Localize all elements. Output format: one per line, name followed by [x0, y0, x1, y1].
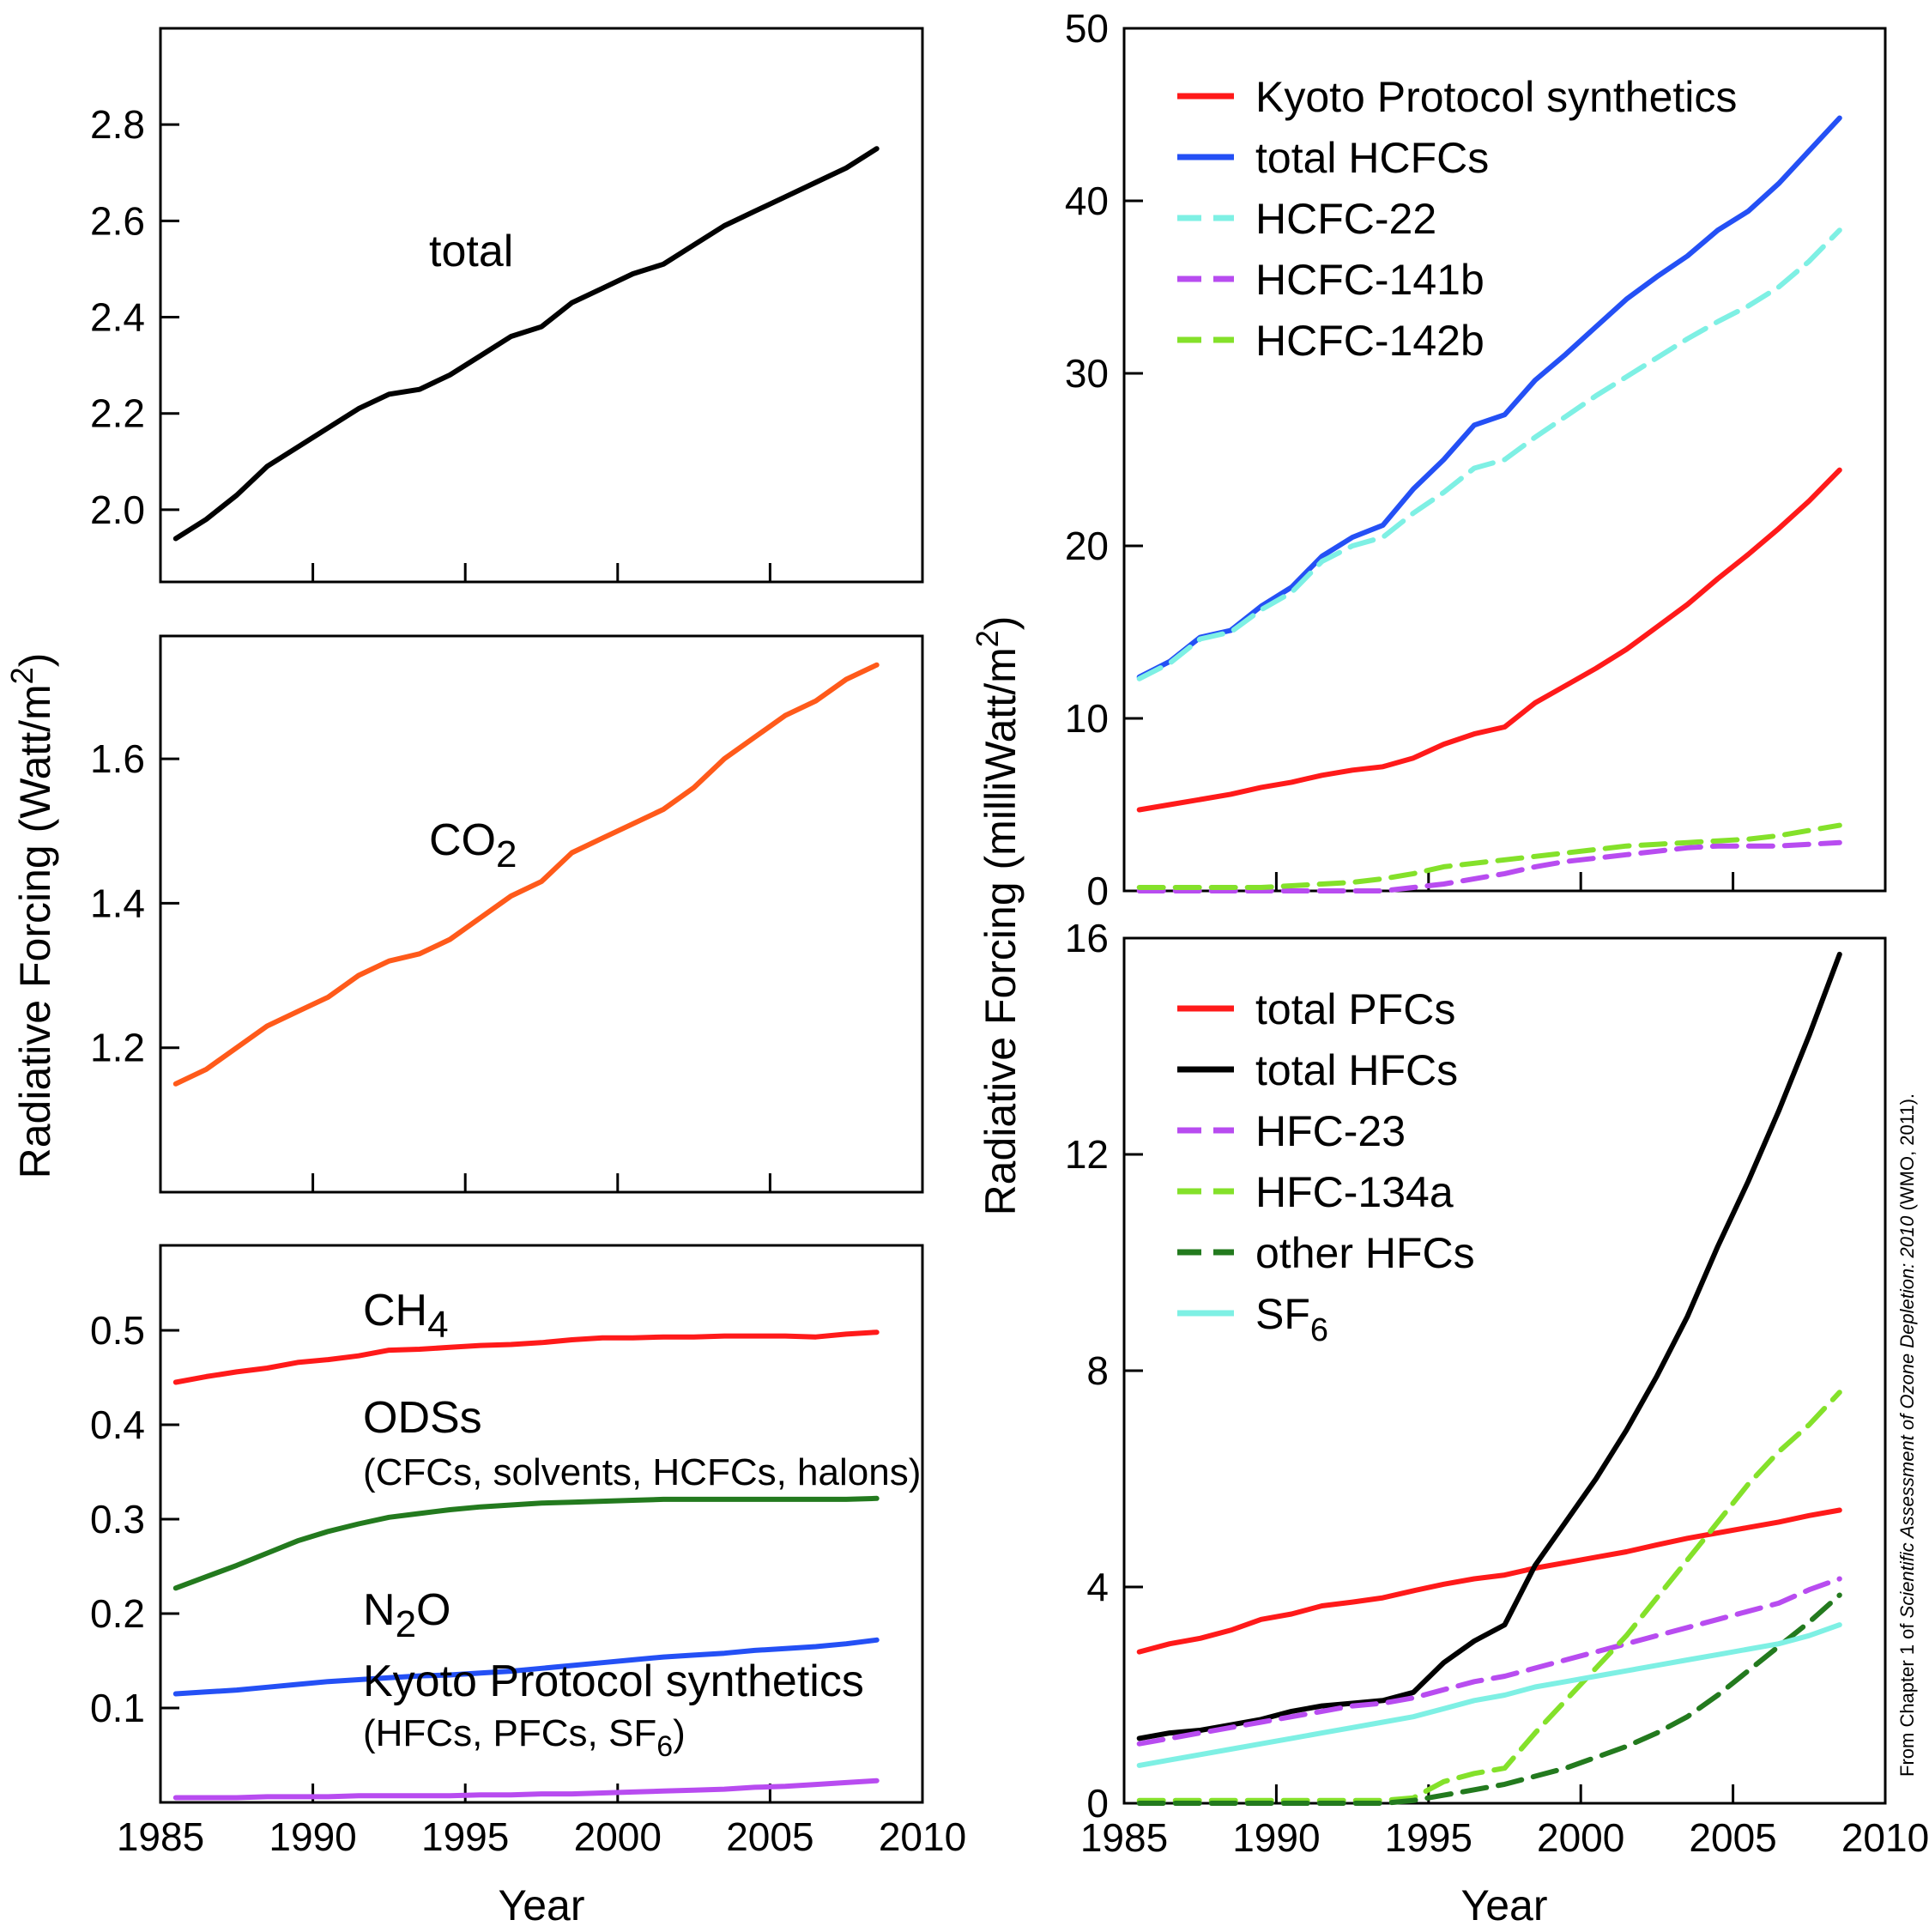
series-line-ch [172, 1329, 880, 1385]
panel-noco2: 0.1 0.2 0.3 0.4 0.5 1985 1990 1995 2000 2005 2010 [90, 1308, 966, 1859]
series-line-kyoto-protocol-synthetics [172, 1778, 880, 1801]
label-odss: ODSs [363, 1393, 482, 1443]
label-kyoto: Kyoto Protocol synthetics [363, 1656, 864, 1706]
legend-label: HCFC-142b [1255, 317, 1485, 365]
y-tick-label: 8 [1086, 1348, 1109, 1393]
y-tick-label: 2.2 [90, 391, 145, 436]
y-tick-label: 4 [1086, 1565, 1109, 1609]
y-tick-label: 16 [1065, 916, 1109, 960]
y-tick-label: 0.1 [90, 1686, 145, 1730]
panel-total-frame [159, 27, 924, 584]
x-tick-label: 2000 [574, 1814, 662, 1859]
x-tick-label: 2005 [726, 1814, 813, 1859]
right-y-axis-title: Radiative Forcing (milliWatt/m2) [970, 616, 1025, 1216]
series-line-total-hfcs [1136, 951, 1842, 1741]
y-tick-label: 10 [1065, 696, 1109, 741]
panel-hcfc-frame [1122, 27, 1887, 893]
label-co2: CO2 [429, 815, 517, 875]
y-tick-label: 20 [1065, 524, 1109, 568]
series-line-other-hfcs [1136, 1592, 1842, 1806]
panel-hfc: 0 4 8 12 16 1985 1990 1995 2000 2005 2010 total PFC… [1065, 916, 1929, 1860]
series-line-hcfc-22 [1136, 227, 1842, 681]
legend-label: total HCFCs [1255, 134, 1489, 182]
y-tick-label: 0.3 [90, 1497, 145, 1541]
y-tick-label: 0.4 [90, 1402, 145, 1447]
y-tick-label: 0.5 [90, 1308, 145, 1353]
y-tick-label: 30 [1065, 351, 1109, 396]
series-line-total-pfcs [1136, 1507, 1842, 1655]
x-tick-label: 1985 [1080, 1815, 1168, 1860]
panel-total: 2.0 2.2 2.4 2.6 2.8 [90, 102, 880, 582]
y-tick-label: 2.0 [90, 488, 145, 532]
series-line-kyoto-protocol-synthetics [1136, 467, 1842, 813]
series-line-hcfc-141b [1136, 839, 1842, 893]
legend-label: HCFC-141b [1255, 256, 1485, 304]
panel-hcfc: 0 10 20 30 40 50 Kyoto Protocol synthetics tota… [1065, 6, 1842, 913]
y-tick-label: 2.4 [90, 295, 145, 340]
y-tick-label: 2.6 [90, 198, 145, 243]
series-line-hfc-134a [1136, 1390, 1842, 1803]
y-tick-label: 0 [1086, 869, 1109, 913]
y-tick-label: 12 [1065, 1132, 1109, 1177]
series-line-total-hcfcs [1136, 115, 1842, 680]
legend-label: HFC-134a [1255, 1168, 1454, 1216]
x-tick-label: 1990 [269, 1814, 356, 1859]
source-credit: From Chapter 1 of Scientific Assessment … [1896, 1093, 1918, 1777]
x-tick-label: 1985 [117, 1814, 204, 1859]
x-tick-label: 2010 [1841, 1815, 1929, 1860]
x-tick-label: 1995 [421, 1814, 509, 1859]
label-kyoto-detail: (HFCs, PFCs, SF6) [363, 1712, 686, 1763]
y-tick-label: 50 [1065, 6, 1109, 51]
y-tick-label: 1.6 [90, 736, 145, 781]
legend-label: HFC-23 [1255, 1107, 1406, 1155]
series-line-co [172, 662, 880, 1087]
right-x-axis-title: Year [1460, 1881, 1547, 1929]
panel-co2: 1.2 1.4 1.6 [90, 662, 880, 1192]
panel-noco2-frame [159, 1244, 924, 1804]
legend-label: other HFCs [1255, 1229, 1475, 1277]
label-odss-detail: (CFCs, solvents, HCFCs, halons) [363, 1451, 921, 1493]
series-line-sf [1136, 1622, 1842, 1768]
y-tick-label: 0 [1086, 1781, 1109, 1826]
y-tick-label: 40 [1065, 179, 1109, 223]
y-tick-label: 0.2 [90, 1591, 145, 1636]
x-tick-label: 2010 [879, 1814, 966, 1859]
series-line-odss [172, 1495, 880, 1591]
y-tick-label: 1.2 [90, 1026, 145, 1070]
x-tick-label: 2005 [1689, 1815, 1776, 1860]
y-tick-label: 1.4 [90, 881, 145, 925]
x-tick-label: 2000 [1537, 1815, 1624, 1860]
left-x-axis-title: Year [498, 1881, 584, 1929]
legend-label: SF6 [1255, 1290, 1328, 1348]
series-line-hfc-23 [1136, 1576, 1842, 1747]
legend-label: HCFC-22 [1255, 195, 1436, 243]
left-y-axis-title: Radiative Forcing (Watt/m2) [4, 653, 59, 1179]
label-n2o: N2O [363, 1585, 451, 1645]
y-tick-label: 2.8 [90, 102, 145, 147]
legend-label: total HFCs [1255, 1046, 1458, 1094]
x-tick-label: 1990 [1232, 1815, 1320, 1860]
panel-co2-frame [159, 634, 924, 1194]
label-total: total [429, 227, 513, 276]
legend-label: total PFCs [1255, 985, 1455, 1033]
label-ch4: CH4 [363, 1286, 449, 1346]
x-tick-label: 1995 [1385, 1815, 1472, 1860]
panel-hfc-frame [1122, 936, 1887, 1805]
series-line-n [172, 1637, 880, 1697]
series-line-total [172, 146, 880, 542]
legend-label: Kyoto Protocol synthetics [1255, 73, 1737, 121]
series-line-hcfc-142b [1136, 822, 1842, 890]
